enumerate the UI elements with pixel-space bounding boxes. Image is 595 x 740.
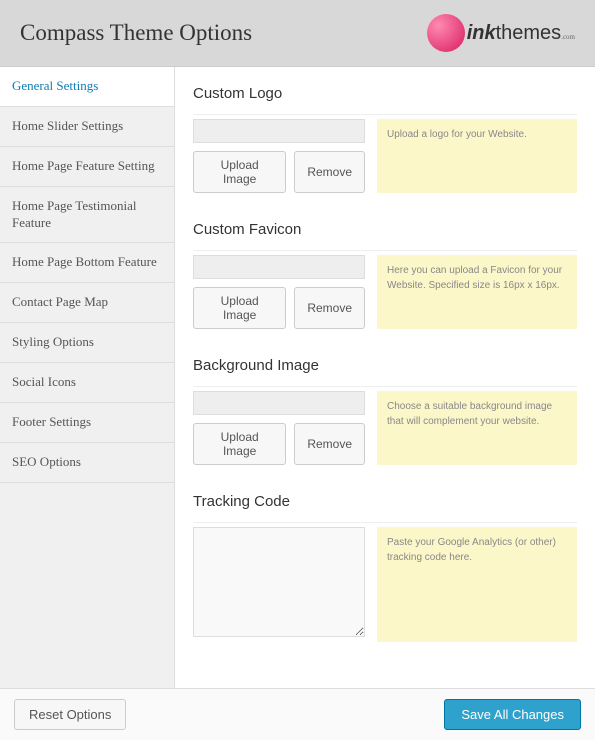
reset-options-button[interactable]: Reset Options xyxy=(14,699,126,730)
sidebar-item-home-slider[interactable]: Home Slider Settings xyxy=(0,107,174,147)
sidebar-item-styling[interactable]: Styling Options xyxy=(0,323,174,363)
upload-image-button[interactable]: Upload Image xyxy=(193,287,286,329)
sidebar-item-social-icons[interactable]: Social Icons xyxy=(0,363,174,403)
favicon-input[interactable] xyxy=(193,255,365,279)
remove-button[interactable]: Remove xyxy=(294,423,365,465)
container: General Settings Home Slider Settings Ho… xyxy=(0,67,595,688)
section-title: Tracking Code xyxy=(193,493,577,510)
header: Compass Theme Options inkthemes.com xyxy=(0,0,595,67)
remove-button[interactable]: Remove xyxy=(294,287,365,329)
tracking-code-textarea[interactable] xyxy=(193,527,365,637)
save-all-changes-button[interactable]: Save All Changes xyxy=(444,699,581,730)
main-content: Custom Logo Upload Image Remove Upload a… xyxy=(175,67,595,688)
logo: inkthemes.com xyxy=(427,14,575,52)
sidebar-item-home-feature[interactable]: Home Page Feature Setting xyxy=(0,147,174,187)
section-title: Custom Logo xyxy=(193,85,577,102)
logo-input[interactable] xyxy=(193,119,365,143)
section-custom-favicon: Custom Favicon Upload Image Remove Here … xyxy=(193,221,577,329)
help-text: Choose a suitable background image that … xyxy=(377,391,577,465)
footer: Reset Options Save All Changes xyxy=(0,688,595,740)
section-tracking-code: Tracking Code Paste your Google Analytic… xyxy=(193,493,577,642)
help-text: Upload a logo for your Website. xyxy=(377,119,577,193)
sidebar-item-general-settings[interactable]: General Settings xyxy=(0,67,174,107)
section-title: Custom Favicon xyxy=(193,221,577,238)
sidebar-item-contact-map[interactable]: Contact Page Map xyxy=(0,283,174,323)
sidebar-item-home-testimonial[interactable]: Home Page Testimonial Feature xyxy=(0,187,174,244)
background-input[interactable] xyxy=(193,391,365,415)
help-text: Paste your Google Analytics (or other) t… xyxy=(377,527,577,642)
sidebar-item-seo[interactable]: SEO Options xyxy=(0,443,174,483)
section-background-image: Background Image Upload Image Remove Cho… xyxy=(193,357,577,465)
remove-button[interactable]: Remove xyxy=(294,151,365,193)
sidebar-item-home-bottom[interactable]: Home Page Bottom Feature xyxy=(0,243,174,283)
logo-icon xyxy=(427,14,465,52)
sidebar-item-footer[interactable]: Footer Settings xyxy=(0,403,174,443)
section-custom-logo: Custom Logo Upload Image Remove Upload a… xyxy=(193,85,577,193)
upload-image-button[interactable]: Upload Image xyxy=(193,151,286,193)
upload-image-button[interactable]: Upload Image xyxy=(193,423,286,465)
help-text: Here you can upload a Favicon for your W… xyxy=(377,255,577,329)
page-title: Compass Theme Options xyxy=(20,20,252,46)
section-title: Background Image xyxy=(193,357,577,374)
logo-text: inkthemes xyxy=(467,22,562,44)
sidebar: General Settings Home Slider Settings Ho… xyxy=(0,67,175,688)
